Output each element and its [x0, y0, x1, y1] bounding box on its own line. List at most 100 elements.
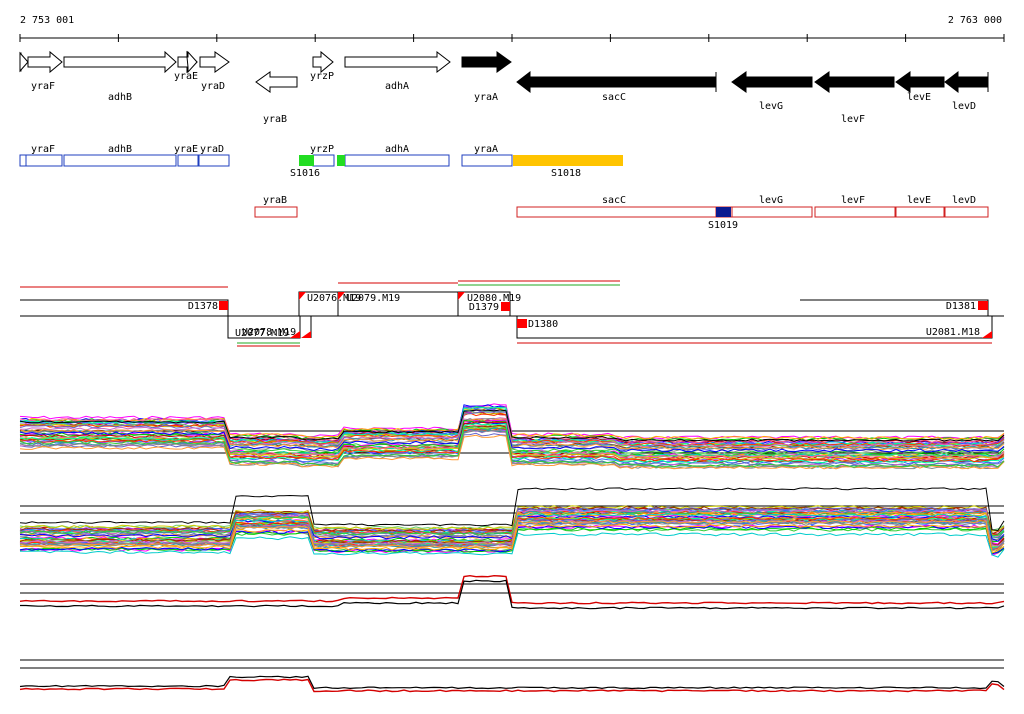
feature-D1381-line	[800, 299, 989, 316]
gene-label-adhB: adhB	[108, 92, 132, 103]
feature-U2077-label: U2077.M19	[235, 328, 289, 339]
gene-yraD-arrow[interactable]	[199, 51, 230, 73]
segment-yraD[interactable]	[198, 154, 230, 167]
gene-label-adhA: adhA	[385, 81, 409, 92]
segment-label-yraD: yraD	[200, 144, 224, 155]
feature-U2079-marker[interactable]	[338, 292, 345, 300]
gene-yrzP-arrow[interactable]	[312, 50, 334, 74]
expression-summary-black	[20, 579, 1005, 610]
ruler-start-label: 2 753 001	[20, 15, 74, 26]
gene-yraB-arrow[interactable]	[255, 71, 298, 93]
segment-yraB[interactable]	[254, 206, 298, 218]
feature-D1378-marker[interactable]	[219, 301, 228, 310]
expression-trace	[19, 523, 1005, 554]
gene-sacC-arrow[interactable]	[516, 70, 717, 94]
expression-trace	[19, 421, 1005, 453]
feature-D1378-line	[20, 299, 229, 316]
segment-S1016[interactable]	[299, 155, 314, 166]
segment-levE[interactable]	[895, 206, 945, 218]
gene-label-yraB: yraB	[263, 114, 287, 125]
segment-label-S1018: S1018	[551, 168, 581, 179]
feature-D1380-label: D1380	[528, 319, 558, 330]
gene-levE-arrow[interactable]	[895, 71, 945, 93]
gene-label-yraA: yraA	[474, 92, 498, 103]
feature-D1379-marker[interactable]	[501, 302, 510, 311]
feature-D1379-label: D1379	[469, 302, 499, 313]
feature-U2081-marker[interactable]	[982, 331, 992, 338]
segment-levG[interactable]	[731, 206, 813, 218]
segment-adhB[interactable]	[63, 154, 177, 167]
feature-U2079-label: U2079.M19	[346, 293, 400, 304]
feature-U2081-label: U2081.M18	[926, 327, 980, 338]
gene-label-levF: levF	[841, 114, 865, 125]
coordinate-ruler: 2 753 001 2 763 000	[19, 15, 1005, 42]
feature-U2077-marker[interactable]	[290, 331, 300, 338]
segment-label-sacC: sacC	[602, 195, 626, 206]
expression-trace	[19, 521, 1005, 550]
ruler-end-label: 2 763 000	[948, 15, 1002, 26]
expression-trace-mean	[19, 409, 1005, 442]
segment-S1019[interactable]	[716, 207, 731, 217]
gene-levF-arrow[interactable]	[814, 71, 895, 93]
expression-summary-red	[19, 574, 1005, 605]
feature-U2076-marker[interactable]	[299, 292, 306, 300]
segment-yraE[interactable]	[177, 154, 199, 167]
segment-sacC[interactable]	[516, 206, 717, 218]
expression-trace	[19, 427, 1005, 463]
gene-label-levG: levG	[759, 101, 783, 112]
forward-segment-labels: yraF adhB yraE yraD yrzP adhA yraA S1016…	[31, 144, 581, 179]
segment-label-S1019: S1019	[708, 220, 738, 231]
reverse-segment-labels: yraB sacC levG levF levE levD S1019	[263, 195, 976, 231]
expression-trace-max	[19, 487, 1005, 532]
segment-S1016b[interactable]	[337, 155, 345, 166]
feature-track: D1378 U2076.M19 U2079.M19 U2080.M19 D137…	[20, 280, 1004, 347]
expression-summary-black	[19, 675, 1005, 690]
segment-yraF-start[interactable]	[19, 154, 27, 167]
feature-U2080-label: U2080.M19	[467, 293, 521, 304]
feature-D1381-marker[interactable]	[978, 301, 988, 310]
gene-levG-arrow[interactable]	[731, 71, 813, 93]
segment-label-yraB: yraB	[263, 195, 287, 206]
feature-U2078-label: U2078.M19	[242, 327, 296, 338]
segment-adhA[interactable]	[344, 154, 450, 167]
gene-labels: yraF adhB yraE yraD yrzP adhA yraB yraA …	[31, 71, 976, 125]
gene-label-levD: levD	[952, 101, 976, 112]
expression-panel-reverse-summary	[19, 659, 1005, 693]
gene-label-yraE: yraE	[174, 71, 198, 82]
gene-adhB-arrow[interactable]	[63, 50, 177, 74]
feature-U2076-label: U2076.M19	[307, 293, 361, 304]
expression-panel-reverse-conditions	[19, 487, 1005, 558]
segment-label-adhB: adhB	[108, 144, 132, 155]
expression-trace	[20, 532, 1005, 558]
gene-levD-arrow[interactable]	[944, 70, 989, 94]
gene-adhA-arrow[interactable]	[344, 50, 451, 74]
segment-label-yraF: yraF	[31, 144, 55, 155]
expression-panel-forward-summary	[19, 574, 1005, 610]
gene-yraF-arrow-body[interactable]	[27, 50, 63, 74]
segment-label-adhA: adhA	[385, 144, 409, 155]
gene-yraA-arrow[interactable]	[461, 51, 512, 73]
gene-label-sacC: sacC	[602, 92, 626, 103]
segment-yraA[interactable]	[461, 154, 513, 167]
segment-yrzP[interactable]	[312, 154, 335, 167]
feature-U2080-marker[interactable]	[458, 292, 465, 300]
expression-panel-forward-conditions	[19, 403, 1005, 470]
feature-U2078-marker[interactable]	[301, 331, 311, 338]
gene-yraE-arrow-small[interactable]	[186, 50, 198, 74]
segment-label-levF: levF	[841, 195, 865, 206]
segment-label-S1016: S1016	[290, 168, 320, 179]
feature-D1380-marker[interactable]	[517, 319, 527, 328]
expression-trace	[19, 434, 1005, 470]
segment-yraF[interactable]	[25, 154, 63, 167]
segment-levF[interactable]	[814, 206, 896, 218]
segment-label-levE: levE	[907, 195, 931, 206]
segment-label-levG: levG	[759, 195, 783, 206]
segment-levD[interactable]	[944, 206, 989, 218]
segment-label-yrzP: yrzP	[310, 144, 334, 155]
segment-label-yraA: yraA	[474, 144, 498, 155]
segment-S1018[interactable]	[513, 155, 623, 166]
gene-label-yraD: yraD	[201, 81, 225, 92]
gene-yraF-arrow-head[interactable]	[19, 51, 29, 73]
reverse-gene-track	[461, 51, 989, 94]
